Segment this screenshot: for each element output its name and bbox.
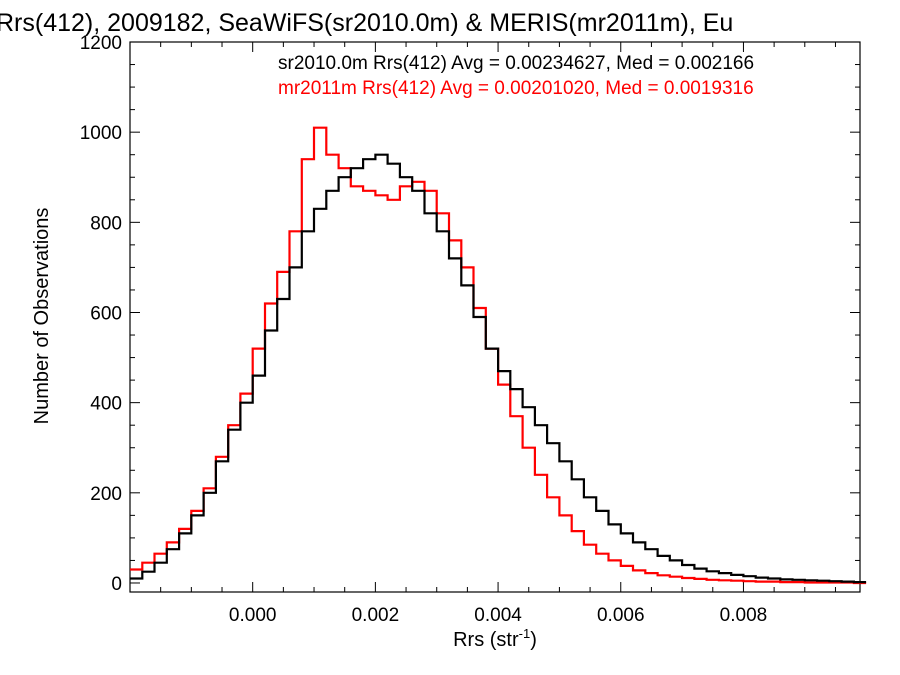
- x-axis-label-text: Rrs (str: [453, 629, 519, 651]
- plot-frame: [129, 41, 861, 593]
- y-axis-label: Number of Observations: [31, 208, 53, 425]
- y-tick-label: 0: [111, 574, 122, 595]
- y-tick-label: 600: [90, 303, 122, 324]
- x-tick-label: 0.002: [352, 605, 400, 626]
- x-axis-label: Rrs (str-1): [453, 626, 537, 651]
- y-tick-label: 1200: [80, 33, 122, 54]
- x-axis: 0.000 0.002 0.004 0.006 0.008: [129, 42, 836, 626]
- legend: sr2010.0m Rrs(412) Avg = 0.00234627, Med…: [278, 53, 754, 99]
- legend-entry-0: sr2010.0m Rrs(412) Avg = 0.00234627, Med…: [278, 53, 754, 74]
- legend-entry-1: mr2011m Rrs(412) Avg = 0.00201020, Med =…: [278, 78, 754, 99]
- y-tick-label: 800: [90, 213, 122, 234]
- y-axis: 0 200 400 600 800 1000 1200: [80, 33, 860, 595]
- y-tick-label: 1000: [80, 123, 122, 144]
- series-layer: [129, 126, 867, 585]
- x-tick-label: 0.004: [474, 605, 522, 626]
- y-tick-label: 400: [90, 394, 122, 415]
- y-tick-label: 200: [90, 484, 122, 505]
- x-tick-label: 0.006: [597, 605, 645, 626]
- x-tick-label: 0.008: [720, 605, 768, 626]
- x-axis-label-superscript: -1: [519, 626, 531, 641]
- chart-title: Rrs(412), 2009182, SeaWiFS(sr2010.0m) & …: [0, 9, 733, 37]
- series-line-0: [130, 153, 867, 584]
- x-axis-label-close: ): [530, 629, 537, 651]
- x-tick-label: 0.000: [229, 605, 277, 626]
